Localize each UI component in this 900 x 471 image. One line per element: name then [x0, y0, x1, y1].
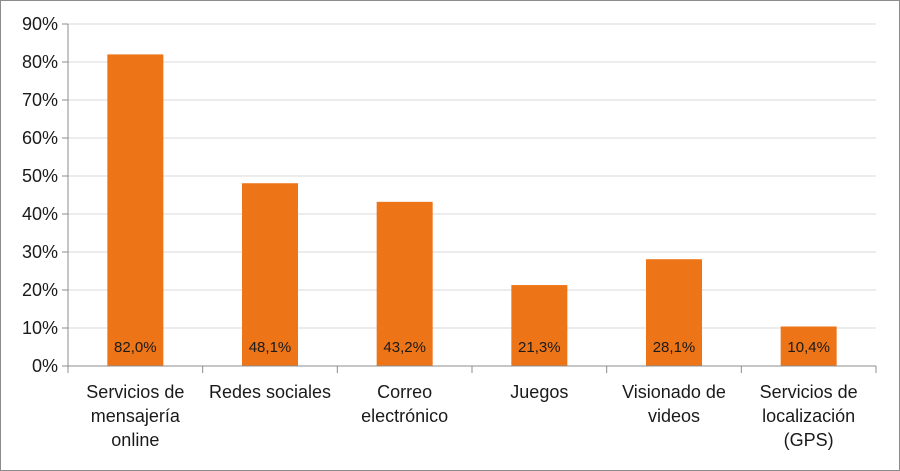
x-tick-label-line: online: [111, 430, 159, 450]
y-tick-label: 50%: [22, 166, 58, 186]
x-tick-label-line: localización: [762, 406, 855, 426]
x-tick-label-line: Servicios de: [760, 382, 858, 402]
y-tick-label: 60%: [22, 128, 58, 148]
data-label: 43,2%: [383, 339, 426, 356]
data-label: 48,1%: [249, 339, 292, 356]
x-tick-label-line: Juegos: [510, 382, 568, 402]
y-tick-label: 40%: [22, 204, 58, 224]
data-label: 28,1%: [653, 339, 696, 356]
y-tick-label: 90%: [22, 14, 58, 34]
bar: [107, 54, 164, 367]
bar: [242, 183, 298, 366]
bar: [646, 259, 702, 366]
x-tick-label-line: videos: [648, 406, 700, 426]
y-tick-label: 80%: [22, 52, 58, 72]
x-tick-label: Juegos: [510, 382, 568, 402]
data-label: 21,3%: [518, 339, 561, 356]
data-label: 82,0%: [114, 339, 157, 356]
x-tick-label: Servicios de localización (GPS): [760, 382, 858, 450]
x-tick-label: Servicios de mensajería online: [86, 382, 184, 450]
bar: [376, 201, 433, 366]
x-tick-label: Visionado de videos: [622, 382, 726, 426]
x-tick-label: Redes sociales: [209, 382, 331, 402]
data-label: 10,4%: [787, 339, 830, 356]
x-tick-label-line: (GPS): [784, 430, 834, 450]
y-tick-label: 20%: [22, 280, 58, 300]
x-tick-label-line: electrónico: [361, 406, 448, 426]
bar: [511, 285, 568, 366]
bar: [780, 326, 837, 366]
x-tick-label-line: Visionado de: [622, 382, 726, 402]
y-tick-label: 10%: [22, 318, 58, 338]
x-tick-label-line: Correo: [377, 382, 432, 402]
y-tick-label: 30%: [22, 242, 58, 262]
y-tick-label: 70%: [22, 90, 58, 110]
y-tick-label: 0%: [32, 356, 58, 376]
x-tick-label: Correo electrónico: [361, 382, 448, 426]
x-tick-label-line: Servicios de: [86, 382, 184, 402]
x-tick-label-line: mensajería: [91, 406, 181, 426]
x-tick-label-line: Redes sociales: [209, 382, 331, 402]
